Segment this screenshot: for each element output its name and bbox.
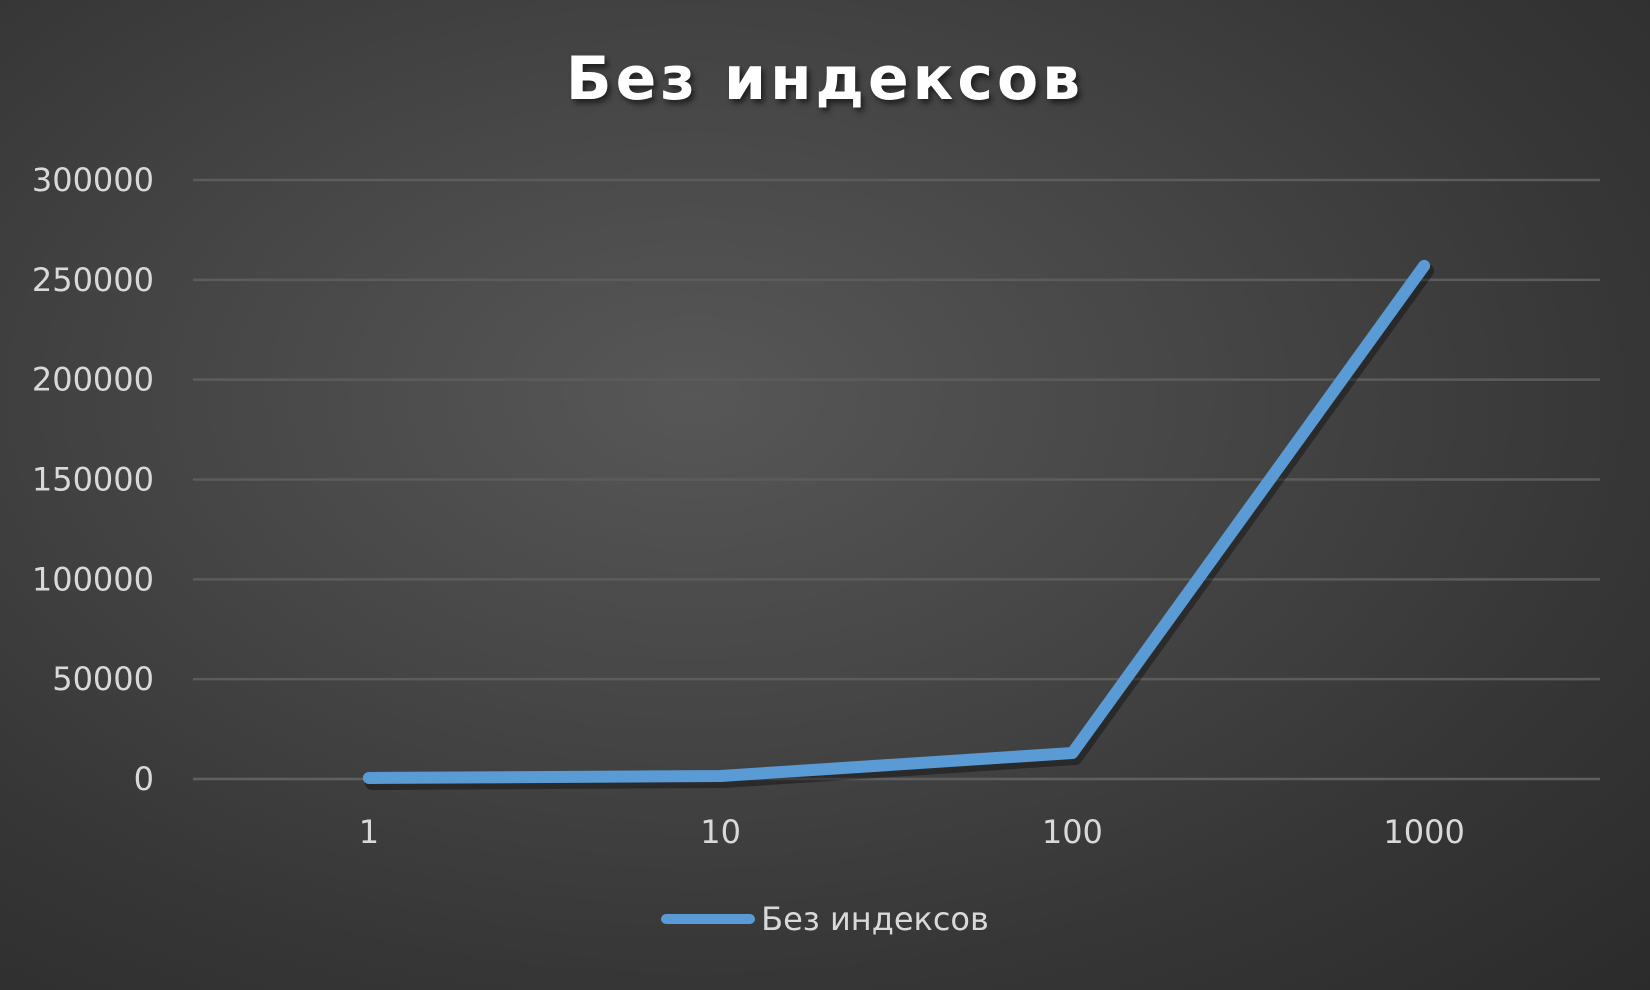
series-lines <box>362 259 1435 790</box>
y-axis-tick-labels: 0 50000 100000 150000 200000 250000 300000 <box>32 161 154 798</box>
chart-title: Без индексов <box>565 44 1085 114</box>
legend-swatch <box>661 914 756 924</box>
x-axis-tick-labels: 1 10 100 1000 <box>359 813 1465 851</box>
y-tick-label: 50000 <box>52 660 154 698</box>
series-line-shadow <box>364 263 1435 790</box>
legend-label: Без индексов <box>761 900 989 938</box>
gridlines <box>193 178 1600 781</box>
x-tick-label: 1000 <box>1383 813 1464 851</box>
x-tick-label: 10 <box>700 813 741 851</box>
y-tick-label: 0 <box>134 760 154 798</box>
x-tick-label: 100 <box>1042 813 1103 851</box>
y-tick-label: 200000 <box>32 361 154 399</box>
y-tick-label: 250000 <box>32 261 154 299</box>
y-tick-label: 100000 <box>32 560 154 598</box>
y-tick-label: 300000 <box>32 161 154 199</box>
series-line <box>362 259 1431 784</box>
legend: Без индексов <box>0 900 1650 938</box>
y-tick-label: 150000 <box>32 461 154 499</box>
x-tick-label: 1 <box>359 813 379 851</box>
